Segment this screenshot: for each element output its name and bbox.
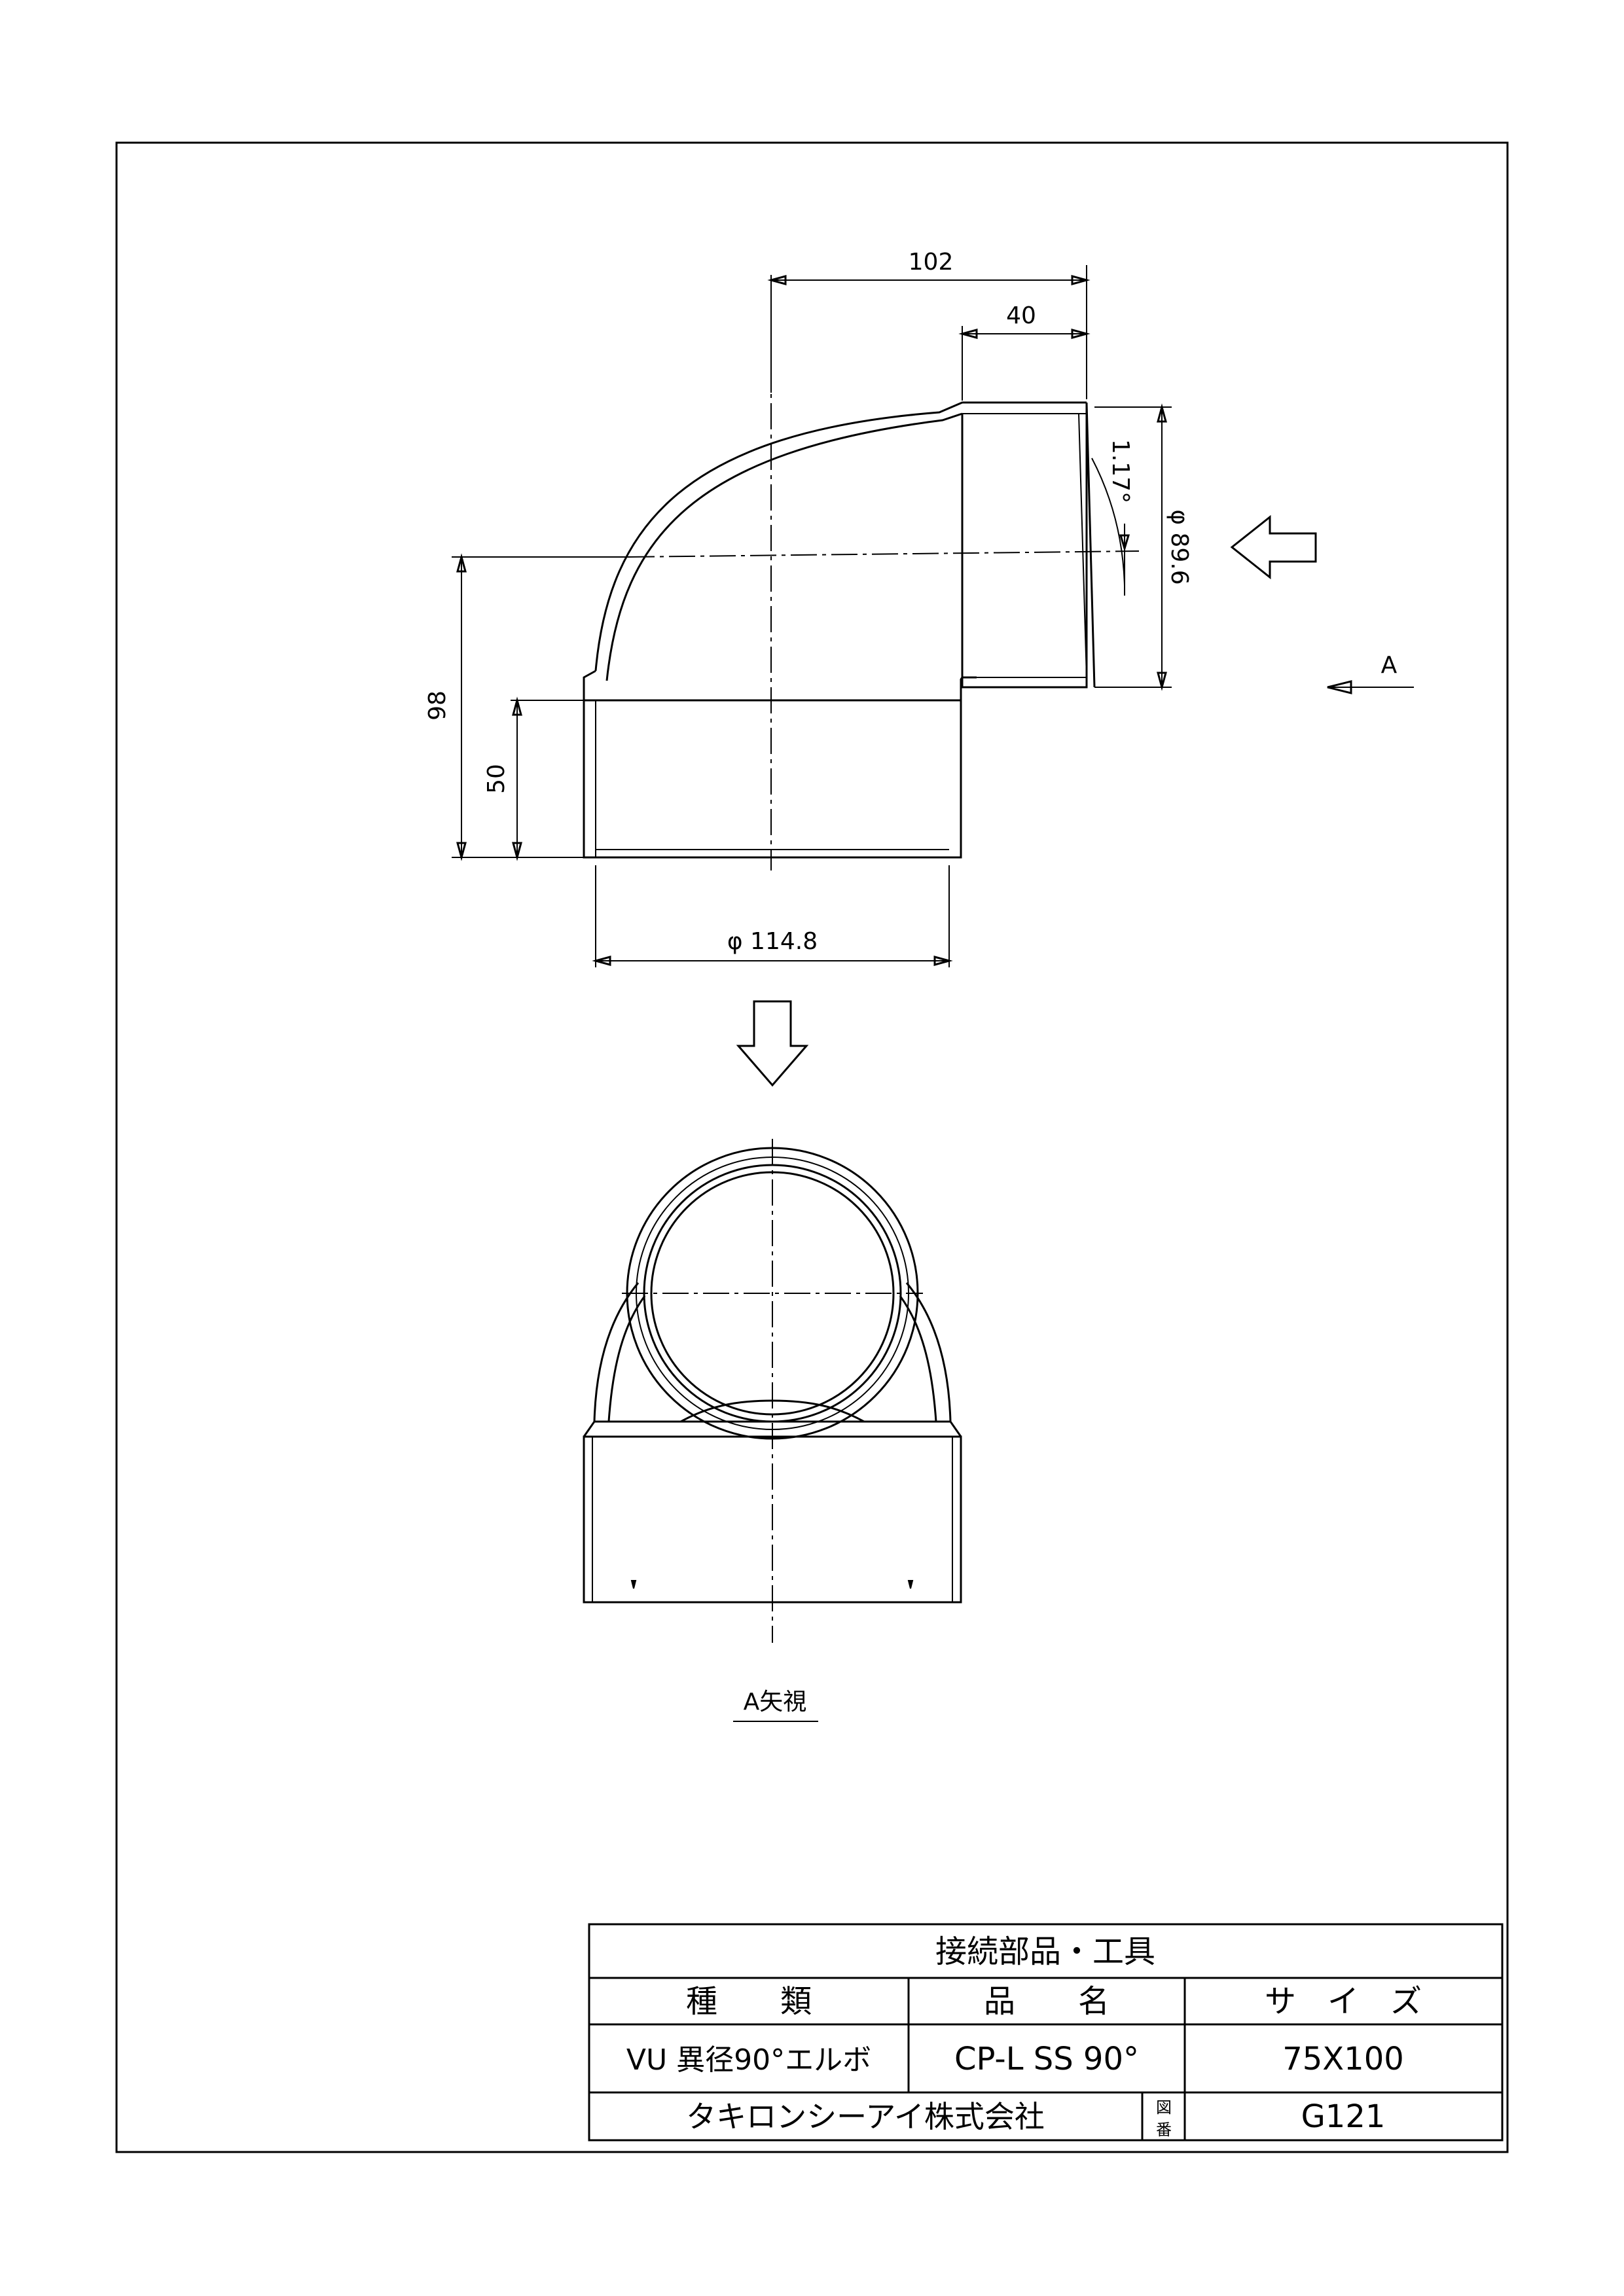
dim-50-label: 50 xyxy=(483,764,510,794)
dim-114-8-label: φ 114.8 xyxy=(727,928,818,955)
bottom-right-step xyxy=(960,674,977,700)
drawing-number: G121 xyxy=(1301,2098,1386,2135)
view-marker-label: A xyxy=(1381,652,1398,679)
angle-arc xyxy=(1091,457,1125,586)
side-view-dimensions: 102 40 φ 89.6 1.17° 98 50 xyxy=(424,249,1193,967)
bottom-socket-outline xyxy=(583,700,962,859)
category-title: 接続部品・工具 xyxy=(935,1933,1155,1970)
dim-102-label: 102 xyxy=(909,249,954,276)
drawing-no-label-top: 図 xyxy=(1156,2098,1172,2117)
header-size: サ イ ズ xyxy=(1265,1983,1422,2020)
drawing-no-label-bottom: 番 xyxy=(1156,2121,1172,2139)
dim-40-label: 40 xyxy=(1006,302,1036,329)
tick-mark-left xyxy=(630,1580,637,1589)
sheet-border xyxy=(115,141,1509,2153)
view-arrow-left-icon xyxy=(1230,514,1317,580)
bottom-left-step xyxy=(583,670,596,700)
view-marker-a: A xyxy=(1327,652,1414,694)
side-view xyxy=(583,281,1140,870)
right-socket-face xyxy=(1085,402,1096,688)
name-value: CP-L SS 90° xyxy=(954,2041,1139,2077)
header-name: 品 名 xyxy=(984,1983,1110,2020)
front-view xyxy=(583,1139,962,1643)
size-value: 75X100 xyxy=(1282,2041,1404,2077)
view-arrow-down-icon xyxy=(736,1000,809,1087)
tick-mark-right xyxy=(907,1580,914,1589)
right-socket-face-inner xyxy=(1078,413,1087,678)
right-socket-outline xyxy=(961,403,1088,689)
title-block: 接続部品・工具 種 類 品 名 サ イ ズ VU 異径90°エルボ CP-L S… xyxy=(588,1923,1504,2142)
dim-89-6-label: φ 89.6 xyxy=(1166,509,1193,584)
view-caption: A矢視 xyxy=(744,1689,807,1715)
horizontal-centerline xyxy=(628,550,1140,558)
type-value: VU 異径90°エルボ xyxy=(626,2043,871,2077)
header-type: 種 類 xyxy=(686,1983,812,2020)
company-name: タキロンシーアイ株式会社 xyxy=(686,2099,1045,2134)
dim-98-label: 98 xyxy=(424,691,451,721)
dim-angle-label: 1.17° xyxy=(1107,439,1134,503)
elbow-outer-arc xyxy=(594,401,1087,672)
elbow-inner-arc xyxy=(605,412,963,681)
